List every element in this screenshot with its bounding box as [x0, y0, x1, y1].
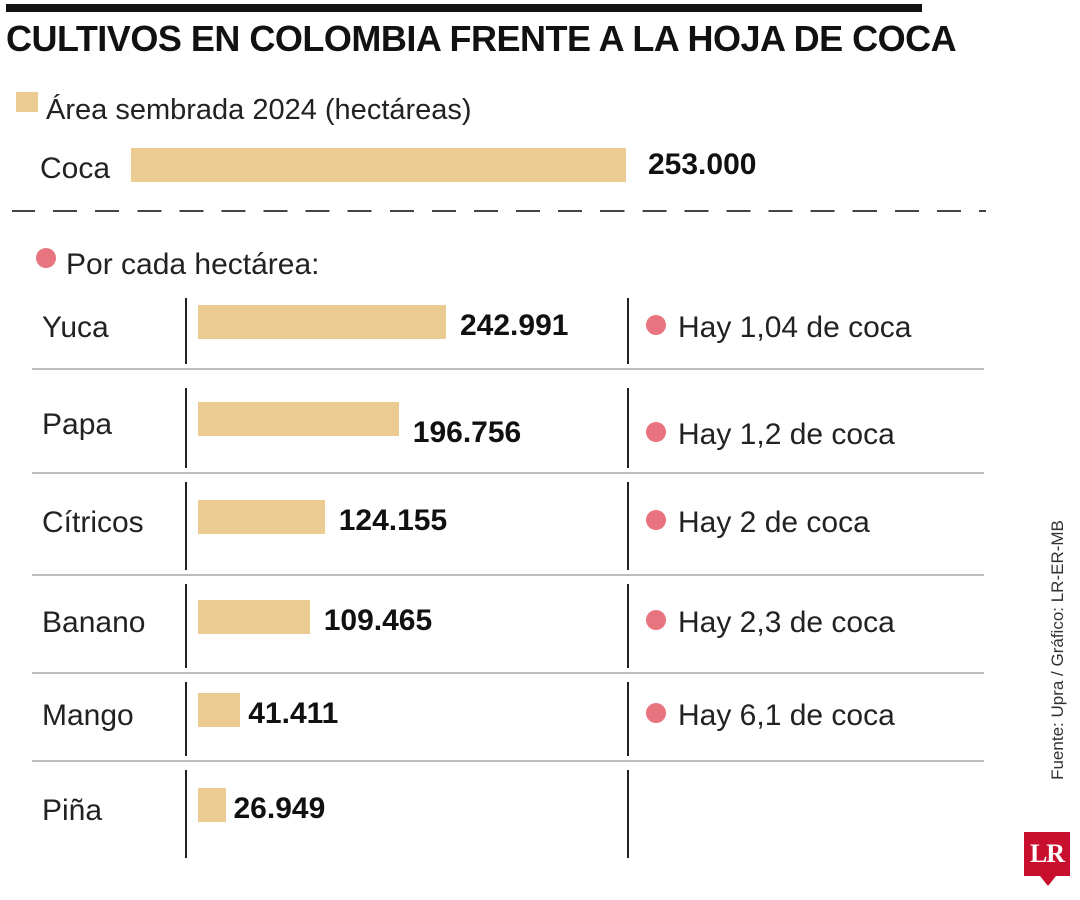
value-label-5: 26.949	[233, 792, 326, 825]
right-axis-2	[627, 482, 629, 570]
source-credit: Fuente: Upra / Gráfico: LR-ER-MB	[1048, 520, 1067, 780]
row-separator-0	[32, 368, 984, 370]
row-separator-2	[32, 574, 984, 576]
bar-0	[198, 305, 446, 339]
left-axis-0	[185, 298, 187, 364]
row-label-2: Cítricos	[42, 506, 144, 539]
left-axis-3	[185, 584, 187, 668]
ratio-dot-icon	[646, 422, 666, 442]
lr-logo: LR	[1024, 832, 1070, 876]
ratio-note-text: Hay 1,2 de coca	[678, 418, 895, 451]
row-label-3: Banano	[42, 606, 146, 639]
value-label-0: 242.991	[460, 309, 569, 342]
bar-3	[198, 600, 310, 634]
ratio-dot-icon	[646, 703, 666, 723]
right-axis-4	[627, 682, 629, 756]
heading-dot-icon	[36, 248, 56, 268]
dashed-divider	[12, 210, 986, 212]
right-axis-0	[627, 298, 629, 364]
coca-value-label: 253.000	[648, 148, 757, 181]
coca-bar	[131, 148, 626, 182]
legend-swatch	[16, 92, 38, 112]
top-rule	[6, 4, 922, 12]
legend-label: Área sembrada 2024 (hectáreas)	[46, 94, 472, 126]
coca-label: Coca	[40, 152, 111, 185]
bar-2	[198, 500, 325, 534]
row-label-0: Yuca	[42, 311, 109, 344]
chart-title: CULTIVOS EN COLOMBIA FRENTE A LA HOJA DE…	[6, 18, 957, 59]
per-hectare-text: Por cada hectárea:	[66, 248, 320, 281]
value-label-4: 41.411	[248, 697, 339, 730]
lr-logo-tail	[1040, 876, 1056, 886]
ratio-dot-icon	[646, 510, 666, 530]
value-label-1: 196.756	[412, 416, 522, 449]
bar-4	[198, 693, 241, 727]
left-axis-5	[185, 770, 187, 858]
bar-1	[198, 402, 399, 436]
left-axis-4	[185, 682, 187, 756]
ratio-note-text: Hay 2,3 de coca	[678, 606, 895, 639]
row-separator-4	[32, 760, 984, 762]
value-label-2: 124.155	[338, 504, 448, 537]
ratio-note-text: Hay 2 de coca	[678, 506, 870, 539]
row-separator-1	[32, 472, 984, 474]
right-axis-5	[627, 770, 629, 858]
row-label-1: Papa	[42, 408, 113, 441]
bar-5	[198, 788, 226, 822]
row-label-4: Mango	[42, 699, 134, 732]
ratio-note-text: Hay 1,04 de coca	[678, 311, 912, 344]
ratio-dot-icon	[646, 315, 666, 335]
row-separator-3	[32, 672, 984, 674]
right-axis-1	[627, 388, 629, 468]
row-label-5: Piña	[42, 794, 103, 827]
left-axis-1	[185, 388, 187, 468]
ratio-dot-icon	[646, 610, 666, 630]
left-axis-2	[185, 482, 187, 570]
right-axis-3	[627, 584, 629, 668]
value-label-3: 109.465	[323, 604, 433, 637]
ratio-note-text: Hay 6,1 de coca	[678, 699, 895, 732]
